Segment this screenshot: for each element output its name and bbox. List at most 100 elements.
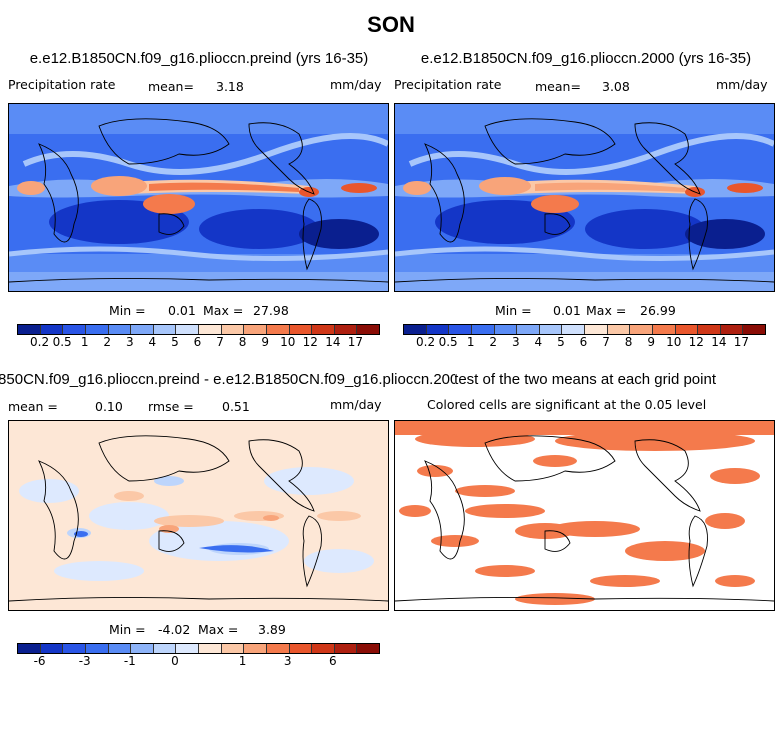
colorbar-tick-label: 3 (511, 335, 520, 349)
colorbar-swatch (85, 325, 109, 334)
panel-1-variable-label: Precipitation rate (8, 77, 116, 92)
colorbar-tick-label: -6 (33, 654, 46, 668)
colorbar-tick-label: 1 (80, 335, 89, 349)
panel-3-max-label: Max = (198, 622, 239, 637)
panel-3-rmse-value: 0.51 (222, 399, 250, 414)
colorbar-tick-label: 3 (125, 335, 134, 349)
colorbar-swatch (334, 325, 358, 334)
colorbar-tick-label: 0.5 (438, 335, 458, 349)
colorbar-tick-label: 0.2 (416, 335, 436, 349)
panel-2-min-label: Min = (495, 303, 532, 318)
colorbar-swatch (449, 325, 472, 334)
colorbar-swatch (743, 325, 765, 334)
colorbar-swatch (108, 644, 132, 653)
colorbar-tick-label: 12 (688, 335, 704, 349)
colorbar-swatch (698, 325, 721, 334)
precip-2000-field (395, 104, 774, 291)
colorbar-tick-label: 10 (280, 335, 296, 349)
colorbar-swatch (357, 644, 379, 653)
panel-1-colorbar-labels: 0.2 0.5 1 2 3 4 5 6 7 8 9 10 12 14 17 (17, 335, 378, 351)
colorbar-swatch (266, 325, 290, 334)
panel-3-min-value: -4.02 (158, 622, 191, 637)
panel-2-title: e.e12.B1850CN.f09_g16.plioccn.2000 (yrs … (420, 50, 752, 67)
panel-2-mean-label: mean= (535, 79, 581, 94)
panel-3-title: e.e12.B1850CN.f09_g16.plioccn.preind - e… (0, 371, 455, 388)
panel-3-min-label: Min = (109, 622, 146, 637)
colorbar-tick-label: -3 (78, 654, 91, 668)
panel-2-colorbar-labels: 0.2 0.5 1 2 3 4 5 6 7 8 9 10 12 14 17 (403, 335, 764, 351)
colorbar-tick-label: 10 (666, 335, 682, 349)
colorbar-tick-label: 0.2 (30, 335, 50, 349)
panel-2-colorbar (403, 324, 766, 335)
panel-3-units: mm/day (330, 397, 382, 412)
significance-field (395, 421, 774, 610)
panel-3-rmse-label: rmse = (148, 399, 194, 414)
panel-1-mean-label: mean= (148, 79, 194, 94)
colorbar-tick-label: 7 (216, 335, 224, 349)
panel-2-min-value: 0.01 (553, 303, 581, 318)
colorbar-tick-label: 8 (238, 335, 247, 349)
colorbar-swatch (244, 325, 267, 334)
colorbar-swatch (404, 325, 427, 334)
panel-1-map (8, 103, 389, 292)
colorbar-swatch (85, 644, 109, 653)
panel-2-units: mm/day (716, 77, 768, 92)
colorbar-swatch (266, 644, 290, 653)
panel-3-colorbar-labels: -6 -3 -1 0 1 3 6 (17, 654, 378, 670)
colorbar-tick-label: 2 (103, 335, 112, 349)
colorbar-swatch (199, 644, 222, 653)
colorbar-swatch (153, 325, 177, 334)
colorbar-tick-label: 17 (347, 335, 364, 349)
colorbar-tick-label: 0 (171, 654, 179, 668)
colorbar-swatch (131, 644, 154, 653)
colorbar-swatch (426, 325, 450, 334)
colorbar-tick-label: 1 (466, 335, 475, 349)
precip-difference-field (9, 421, 388, 610)
colorbar-swatch (289, 644, 313, 653)
panel-3-max-value: 3.89 (258, 622, 286, 637)
panel-1-mean-value: 3.18 (216, 79, 244, 94)
colorbar-tick-label: 4 (148, 335, 157, 349)
colorbar-swatch (334, 644, 358, 653)
colorbar-swatch (539, 325, 563, 334)
colorbar-swatch (494, 325, 518, 334)
panel-2-map (394, 103, 775, 292)
colorbar-tick-label: 7 (602, 335, 610, 349)
colorbar-tick-label: 12 (302, 335, 318, 349)
colorbar-tick-label: 9 (261, 335, 270, 349)
colorbar-swatch (153, 644, 177, 653)
panel-4-note: Colored cells are significant at the 0.0… (427, 397, 707, 412)
colorbar-swatch (312, 325, 335, 334)
colorbar-swatch (108, 325, 132, 334)
panel-3-map (8, 420, 389, 611)
panel-3-mean-label: mean = (8, 399, 58, 414)
colorbar-swatch (176, 644, 199, 653)
panel-4-map (394, 420, 775, 611)
colorbar-tick-label: 17 (733, 335, 750, 349)
colorbar-swatch (652, 325, 676, 334)
colorbar-swatch (357, 325, 379, 334)
panel-2-max-label: Max = (586, 303, 627, 318)
colorbar-tick-label: 4 (534, 335, 543, 349)
colorbar-swatch (221, 644, 245, 653)
panel-2-max-value: 26.99 (640, 303, 676, 318)
panel-1-max-label: Max = (203, 303, 244, 318)
panel-4-title: t-test of the two means at each grid poi… (455, 371, 782, 388)
panel-1-min-label: Min = (109, 303, 146, 318)
panel-1-title: e.e12.B1850CN.f09_g16.plioccn.preind (yr… (29, 50, 369, 67)
panel-1-colorbar (17, 324, 380, 335)
colorbar-tick-label: 14 (711, 335, 727, 349)
panel-3-title-text: e.e12.B1850CN.f09_g16.plioccn.preind - e… (0, 371, 455, 388)
panel-2-variable-label: Precipitation rate (394, 77, 502, 92)
figure-title: SON (367, 12, 415, 37)
colorbar-tick-label: -1 (123, 654, 136, 668)
colorbar-tick-label: 0.5 (52, 335, 72, 349)
colorbar-tick-label: 8 (624, 335, 633, 349)
precip-preind-field (9, 104, 388, 291)
panel-1-min-value: 0.01 (168, 303, 196, 318)
colorbar-swatch (517, 325, 540, 334)
panel-1-max-value: 27.98 (253, 303, 289, 318)
colorbar-tick-label: 6 (193, 335, 202, 349)
colorbar-tick-label: 6 (579, 335, 588, 349)
colorbar-swatch (720, 325, 744, 334)
